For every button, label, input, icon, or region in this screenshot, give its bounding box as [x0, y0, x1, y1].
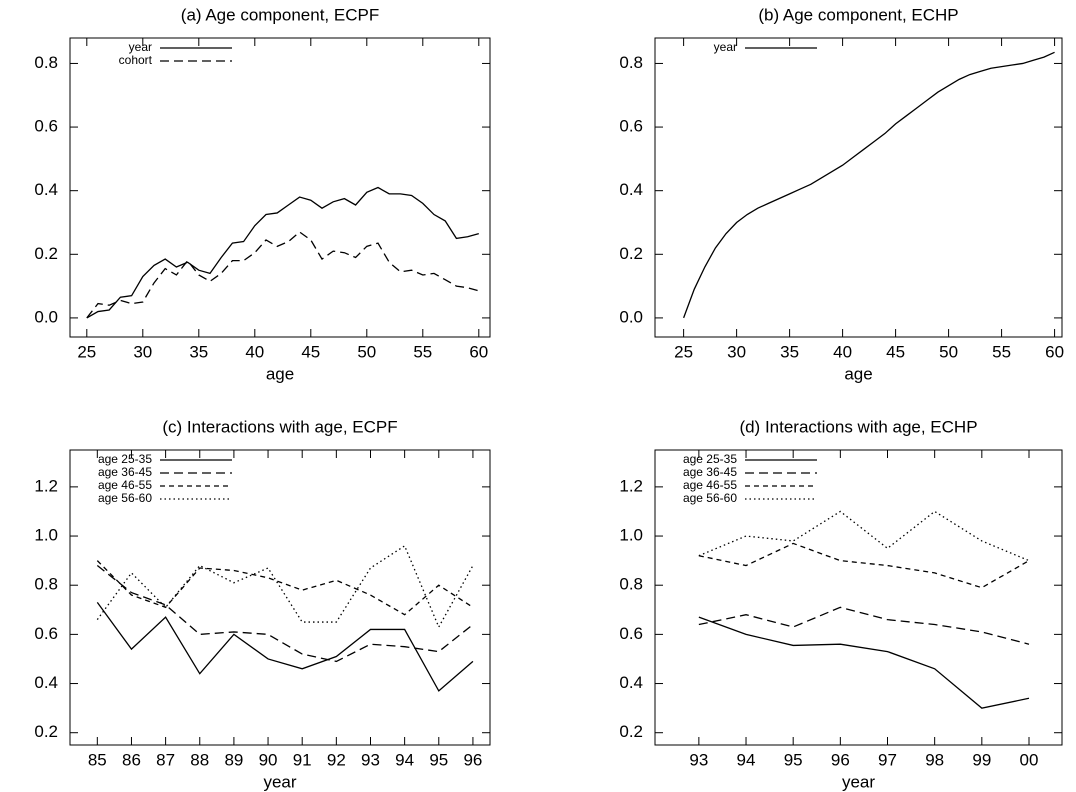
legend-label: age 36-45: [683, 465, 737, 479]
x-tick-label: 25: [77, 342, 96, 361]
y-tick-label: 0.6: [619, 117, 643, 136]
x-tick-label: 40: [833, 342, 852, 361]
x-tick-label: 93: [361, 750, 380, 769]
chart-title: (a) Age component, ECPF: [181, 5, 379, 24]
legend-label: age 46-55: [683, 478, 737, 492]
y-tick-label: 1.2: [619, 476, 643, 495]
x-tick-label: 98: [925, 750, 944, 769]
x-tick-label: 45: [301, 342, 320, 361]
x-tick-label: 45: [886, 342, 905, 361]
chart-title: (b) Age component, ECHP: [758, 5, 958, 24]
y-tick-label: 0.8: [34, 575, 58, 594]
data-line: [96, 565, 474, 663]
y-tick-label: 0.4: [619, 673, 643, 692]
x-tick-label: 95: [784, 750, 803, 769]
y-tick-label: 0.6: [619, 624, 643, 643]
data-line: [86, 231, 479, 319]
y-tick-label: 0.2: [619, 722, 643, 741]
y-tick-label: 0.4: [619, 180, 643, 199]
data-line: [698, 510, 1030, 562]
x-axis-label: year: [842, 772, 875, 791]
x-tick-label: 50: [357, 342, 376, 361]
x-tick-label: 94: [395, 750, 414, 769]
y-tick-label: 0.0: [619, 307, 643, 326]
y-tick-label: 0.8: [619, 575, 643, 594]
x-tick-label: 85: [88, 750, 107, 769]
x-axis-label: age: [844, 364, 872, 383]
x-tick-label: 60: [469, 342, 488, 361]
data-line: [698, 542, 1030, 589]
data-line: [96, 544, 474, 629]
y-tick-label: 0.4: [34, 180, 58, 199]
x-tick-label: 55: [992, 342, 1011, 361]
legend-label: cohort: [119, 53, 153, 67]
legend-label: age 56-60: [683, 491, 737, 505]
x-tick-label: 93: [689, 750, 708, 769]
data-line: [698, 606, 1030, 645]
plot-frame: [654, 449, 1063, 746]
x-tick-label: 91: [293, 750, 312, 769]
x-tick-label: 87: [156, 750, 175, 769]
x-tick-label: 88: [190, 750, 209, 769]
legend-label: age 46-55: [98, 478, 152, 492]
x-tick-label: 30: [133, 342, 152, 361]
y-tick-label: 1.2: [34, 476, 58, 495]
x-tick-label: 96: [463, 750, 482, 769]
y-tick-label: 1.0: [34, 526, 58, 545]
x-tick-label: 55: [413, 342, 432, 361]
data-line: [86, 186, 479, 319]
x-tick-label: 40: [245, 342, 264, 361]
x-tick-label: 35: [189, 342, 208, 361]
data-line: [96, 602, 474, 692]
x-tick-label: 95: [429, 750, 448, 769]
x-tick-label: 35: [780, 342, 799, 361]
plot-frame: [69, 449, 491, 746]
x-tick-label: 30: [727, 342, 746, 361]
x-tick-label: 94: [737, 750, 756, 769]
x-tick-label: 00: [1020, 750, 1039, 769]
y-tick-label: 0.2: [34, 722, 58, 741]
x-tick-label: 50: [939, 342, 958, 361]
plot-frame: [69, 37, 491, 338]
x-tick-label: 97: [878, 750, 897, 769]
y-tick-label: 0.6: [34, 624, 58, 643]
y-tick-label: 0.4: [34, 673, 58, 692]
y-tick-label: 0.2: [34, 244, 58, 263]
legend-label: year: [714, 40, 737, 54]
y-tick-label: 0.8: [619, 53, 643, 72]
legend-label: age 56-60: [98, 491, 152, 505]
chart-title: (d) Interactions with age, ECHP: [739, 417, 977, 436]
x-tick-label: 99: [972, 750, 991, 769]
x-tick-label: 96: [831, 750, 850, 769]
x-tick-label: 86: [122, 750, 141, 769]
x-tick-label: 25: [674, 342, 693, 361]
x-axis-label: age: [266, 364, 294, 383]
y-tick-label: 0.8: [34, 53, 58, 72]
x-tick-label: 89: [224, 750, 243, 769]
x-tick-label: 92: [327, 750, 346, 769]
x-tick-label: 60: [1045, 342, 1064, 361]
y-tick-label: 0.0: [34, 307, 58, 326]
y-tick-label: 1.0: [619, 526, 643, 545]
y-tick-label: 0.2: [619, 244, 643, 263]
y-tick-label: 0.6: [34, 117, 58, 136]
legend-label: age 25-35: [98, 452, 152, 466]
x-axis-label: year: [263, 772, 296, 791]
x-tick-label: 90: [259, 750, 278, 769]
data-line: [698, 616, 1030, 709]
legend-label: age 25-35: [683, 452, 737, 466]
data-line: [683, 51, 1055, 319]
plot-frame: [654, 37, 1063, 338]
data-line: [96, 560, 474, 616]
legend-label: year: [129, 40, 152, 54]
chart-title: (c) Interactions with age, ECPF: [162, 417, 397, 436]
legend-label: age 36-45: [98, 465, 152, 479]
